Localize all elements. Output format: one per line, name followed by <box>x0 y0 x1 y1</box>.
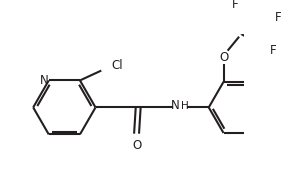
Text: O: O <box>132 140 141 152</box>
Text: N: N <box>171 99 179 112</box>
Text: F: F <box>274 11 281 24</box>
Text: N: N <box>40 74 48 87</box>
Text: H: H <box>181 101 189 111</box>
Text: F: F <box>232 0 238 11</box>
Text: Cl: Cl <box>111 59 123 72</box>
Text: F: F <box>269 44 276 57</box>
Text: O: O <box>219 51 228 64</box>
